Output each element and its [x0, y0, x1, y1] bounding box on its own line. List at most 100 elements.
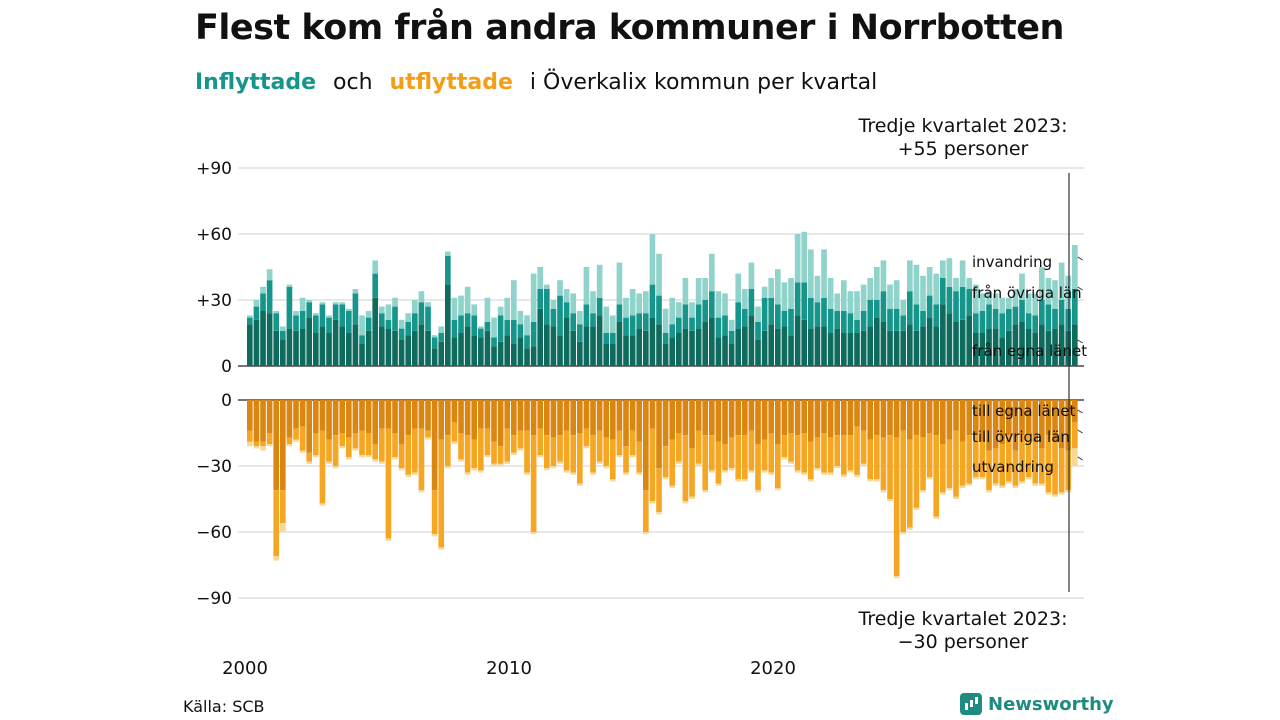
- bar-in-segment: [471, 304, 478, 316]
- bar-out-segment: [596, 400, 603, 431]
- bar-in-segment: [359, 315, 365, 336]
- bar-out-segment: [821, 433, 827, 473]
- bar-in-segment: [352, 293, 359, 325]
- bar-out-segment: [649, 428, 656, 502]
- bar-out-segment: [979, 400, 986, 442]
- bar-out-segment: [451, 422, 458, 442]
- bar-in-segment: [596, 264, 603, 298]
- bar-out-segment: [247, 400, 253, 431]
- bar-out-segment: [1012, 485, 1019, 488]
- bar-out-segment: [1045, 492, 1052, 495]
- bar-in-segment: [299, 328, 306, 366]
- bar-in-segment: [867, 326, 874, 366]
- bar-out-segment: [1019, 435, 1025, 482]
- bar-in-segment: [359, 335, 365, 344]
- bar-out-segment: [689, 496, 695, 499]
- bar-in-segment: [893, 280, 900, 309]
- bar-in-segment: [412, 313, 418, 331]
- bottom-segment-label: till övriga län: [972, 428, 1070, 446]
- bar-in-segment: [458, 315, 464, 333]
- bar-in-segment: [735, 302, 742, 329]
- bar-out-segment: [715, 400, 722, 442]
- top-segment-label: invandring: [972, 253, 1052, 271]
- bar-out-segment: [537, 428, 544, 455]
- bar-out-segment: [761, 439, 768, 471]
- bar-out-segment: [854, 474, 860, 477]
- brand-logo: Newsworthy: [960, 693, 1114, 715]
- bar-in-segment: [669, 297, 676, 325]
- bar-in-segment: [319, 302, 326, 305]
- bar-in-segment: [715, 317, 722, 338]
- bar-in-segment: [794, 234, 801, 283]
- bar-out-segment: [808, 400, 814, 442]
- bar-in-segment: [616, 322, 623, 366]
- bar-in-segment: [550, 300, 557, 309]
- bar-in-segment: [445, 284, 451, 366]
- bar-in-segment: [425, 306, 431, 331]
- bar-out-segment: [735, 435, 742, 480]
- bar-out-segment: [425, 437, 431, 440]
- bar-out-segment: [854, 400, 860, 427]
- bar-in-segment: [814, 326, 821, 366]
- bar-out-segment: [814, 468, 821, 471]
- bar-in-segment: [293, 311, 299, 316]
- bar-in-segment: [933, 304, 940, 327]
- bar-out-segment: [933, 400, 940, 436]
- top-segment-label: från övriga län: [972, 284, 1082, 302]
- bar-in-segment: [834, 328, 841, 366]
- bar-in-segment: [742, 326, 748, 366]
- bar-in-segment: [801, 319, 808, 366]
- bar-out-segment: [557, 435, 563, 462]
- bar-out-segment: [907, 527, 913, 530]
- bar-in-segment: [1072, 289, 1078, 325]
- bar-out-segment: [973, 400, 979, 433]
- bar-in-segment: [352, 289, 359, 294]
- bar-out-segment: [900, 400, 907, 431]
- bar-in-segment: [629, 289, 636, 316]
- bar-out-segment: [359, 400, 365, 431]
- bar-out-segment: [405, 435, 412, 475]
- bar-out-segment: [1072, 448, 1078, 466]
- bar-out-segment: [801, 433, 808, 473]
- bar-out-segment: [497, 400, 504, 447]
- bar-in-segment: [1052, 308, 1058, 329]
- bar-in-segment: [577, 324, 583, 342]
- bar-out-segment: [775, 400, 781, 444]
- bar-out-segment: [1039, 400, 1045, 449]
- bar-out-segment: [768, 400, 775, 433]
- bar-out-segment: [299, 450, 306, 453]
- top-annotation-line2: +55 personer: [898, 138, 1029, 160]
- bar-out-segment: [682, 501, 689, 504]
- bar-out-segment: [266, 444, 273, 447]
- bar-out-segment: [662, 446, 669, 477]
- bar-out-segment: [946, 400, 953, 440]
- bar-out-segment: [464, 435, 471, 473]
- bar-in-segment: [900, 300, 907, 316]
- bar-in-segment: [537, 267, 544, 289]
- bar-out-segment: [306, 400, 313, 453]
- bar-in-segment: [940, 278, 946, 305]
- bar-in-segment: [530, 346, 537, 366]
- bar-out-segment: [438, 439, 445, 548]
- bar-in-segment: [788, 335, 794, 366]
- bar-out-segment: [940, 492, 946, 495]
- bar-out-segment: [491, 400, 497, 442]
- bar-out-segment: [431, 400, 438, 491]
- bar-in-segment: [682, 278, 689, 305]
- bar-in-segment: [643, 330, 649, 366]
- bar-out-segment: [662, 400, 669, 447]
- bar-in-segment: [953, 291, 959, 322]
- bar-out-segment: [438, 547, 445, 550]
- bar-in-segment: [623, 297, 629, 318]
- bar-out-segment: [497, 446, 504, 464]
- bar-out-segment: [1006, 435, 1012, 482]
- bar-in-segment: [907, 260, 913, 292]
- bar-out-segment: [695, 430, 702, 464]
- bar-in-segment: [801, 231, 808, 283]
- bar-out-segment: [372, 444, 379, 460]
- bar-out-segment: [418, 490, 425, 493]
- bar-out-segment: [788, 433, 794, 462]
- bar-in-segment: [643, 313, 649, 331]
- bar-in-segment: [781, 311, 788, 327]
- bar-out-segment: [761, 400, 768, 440]
